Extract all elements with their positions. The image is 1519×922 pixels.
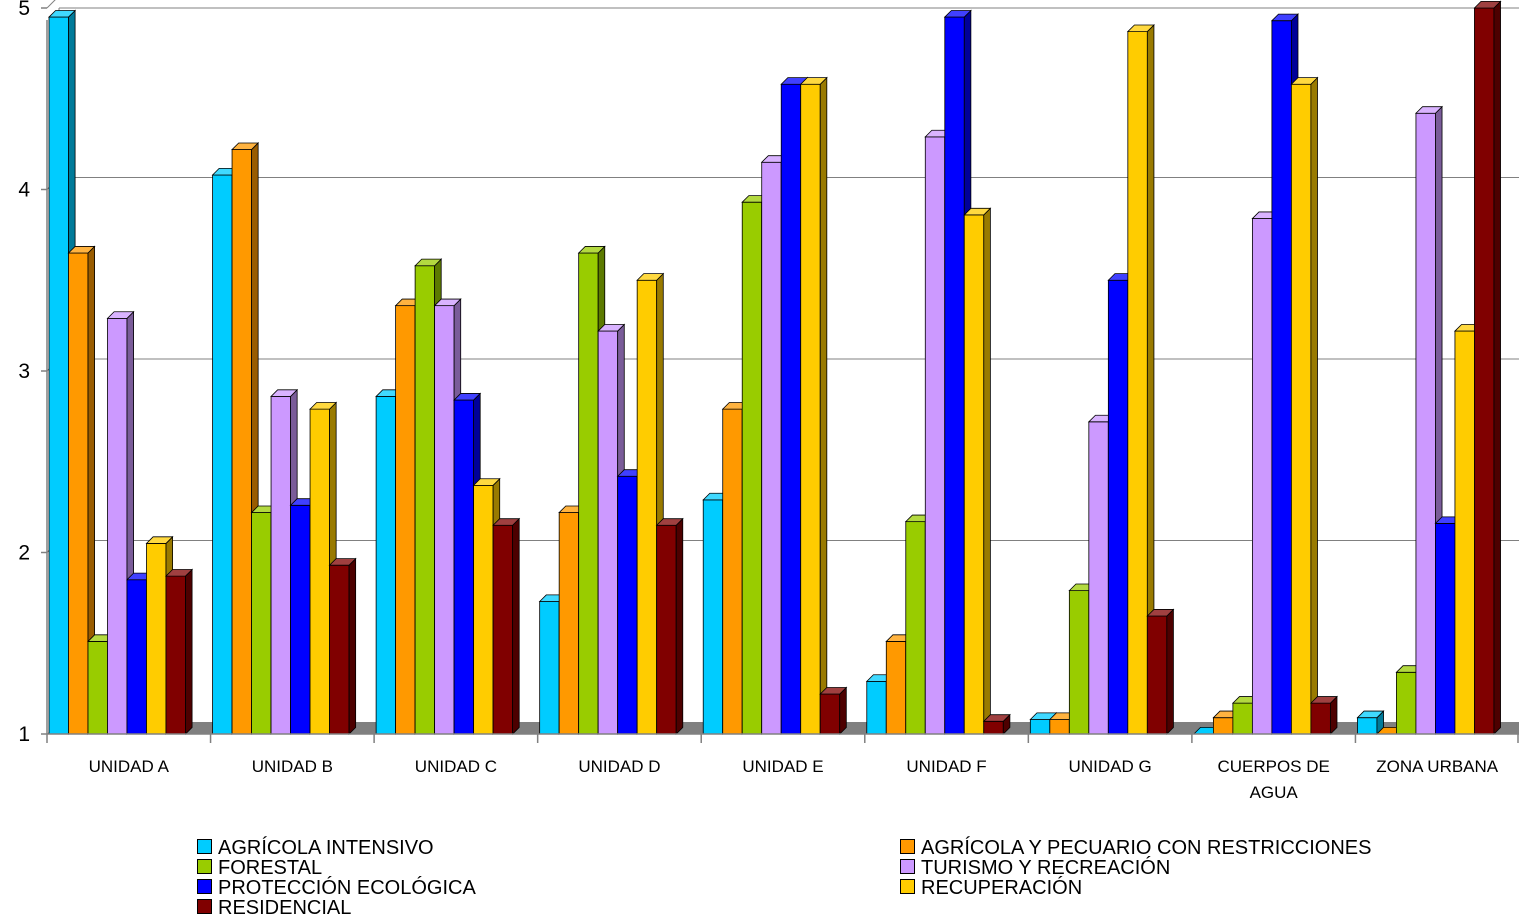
bar (67, 245, 96, 735)
x-category-label: UNIDAD C (415, 757, 497, 776)
gridline-side (46, 0, 56, 9)
bar (819, 686, 848, 735)
legend-swatch (197, 879, 212, 895)
bar (328, 557, 357, 735)
legend-item: TURISMO Y RECREACIÓN (900, 858, 1170, 878)
legend-label: FORESTAL (218, 857, 323, 879)
bar (1290, 76, 1319, 735)
x-category-label: CUERPOS DE (1217, 757, 1329, 776)
bar (655, 517, 684, 735)
bar (1146, 608, 1175, 735)
legend-label: AGRÍCOLA INTENSIVO (218, 837, 434, 859)
bars (48, 0, 1502, 735)
bar (1473, 0, 1502, 735)
bar (1126, 24, 1155, 735)
legend-swatch (197, 859, 212, 875)
legend-label: AGRÍCOLA Y PECUARIO CON RESTRICCIONES (921, 837, 1372, 859)
y-tick-label: 3 (18, 360, 30, 383)
bar (1309, 695, 1338, 735)
legend-item: RECUPERACIÓN (900, 878, 1082, 898)
y-axis-ticks: 1 2 3 4 5 (18, 0, 47, 746)
legend-label: RECUPERACIÓN (921, 877, 1083, 899)
bar (492, 517, 521, 735)
legend-label: TURISMO Y RECREACIÓN (921, 857, 1171, 879)
bar (963, 207, 992, 735)
legend-item: FORESTAL (197, 858, 322, 878)
x-category-label: UNIDAD F (906, 757, 986, 776)
legend-item: AGRÍCOLA Y PECUARIO CON RESTRICCIONES (900, 838, 1371, 858)
x-category-label: UNIDAD G (1069, 757, 1152, 776)
legend-swatch (197, 839, 212, 855)
x-category-label: UNIDAD D (578, 757, 660, 776)
legend-label: RESIDENCIAL (218, 897, 352, 919)
y-tick-label: 1 (18, 723, 30, 746)
x-axis-categories: UNIDAD A UNIDAD B UNIDAD C UNIDAD D UNIDAD E… (89, 757, 1499, 802)
legend-item: AGRÍCOLA INTENSIVO (197, 838, 434, 858)
x-category-label: UNIDAD E (742, 757, 823, 776)
x-category-label: AGUA (1250, 783, 1299, 802)
legend-label: PROTECCIÓN ECOLÓGICA (218, 877, 476, 899)
axes (46, 20, 1519, 743)
legend-swatch (900, 859, 915, 875)
y-tick-label: 5 (18, 0, 30, 20)
legend-swatch (900, 879, 915, 895)
bar (982, 713, 1011, 735)
x-category-label: UNIDAD B (252, 757, 333, 776)
legend-item: PROTECCIÓN ECOLÓGICA (197, 878, 476, 898)
bar (1356, 710, 1385, 735)
y-tick-label: 4 (18, 179, 30, 202)
x-category-label: UNIDAD A (89, 757, 170, 776)
legend-swatch (197, 899, 212, 915)
x-category-label: ZONA URBANA (1376, 757, 1499, 776)
bar (165, 568, 194, 735)
bar (799, 76, 828, 735)
y-tick-label: 2 (18, 542, 30, 565)
legend-item: RESIDENCIAL (197, 898, 351, 918)
legend-swatch (900, 839, 915, 855)
